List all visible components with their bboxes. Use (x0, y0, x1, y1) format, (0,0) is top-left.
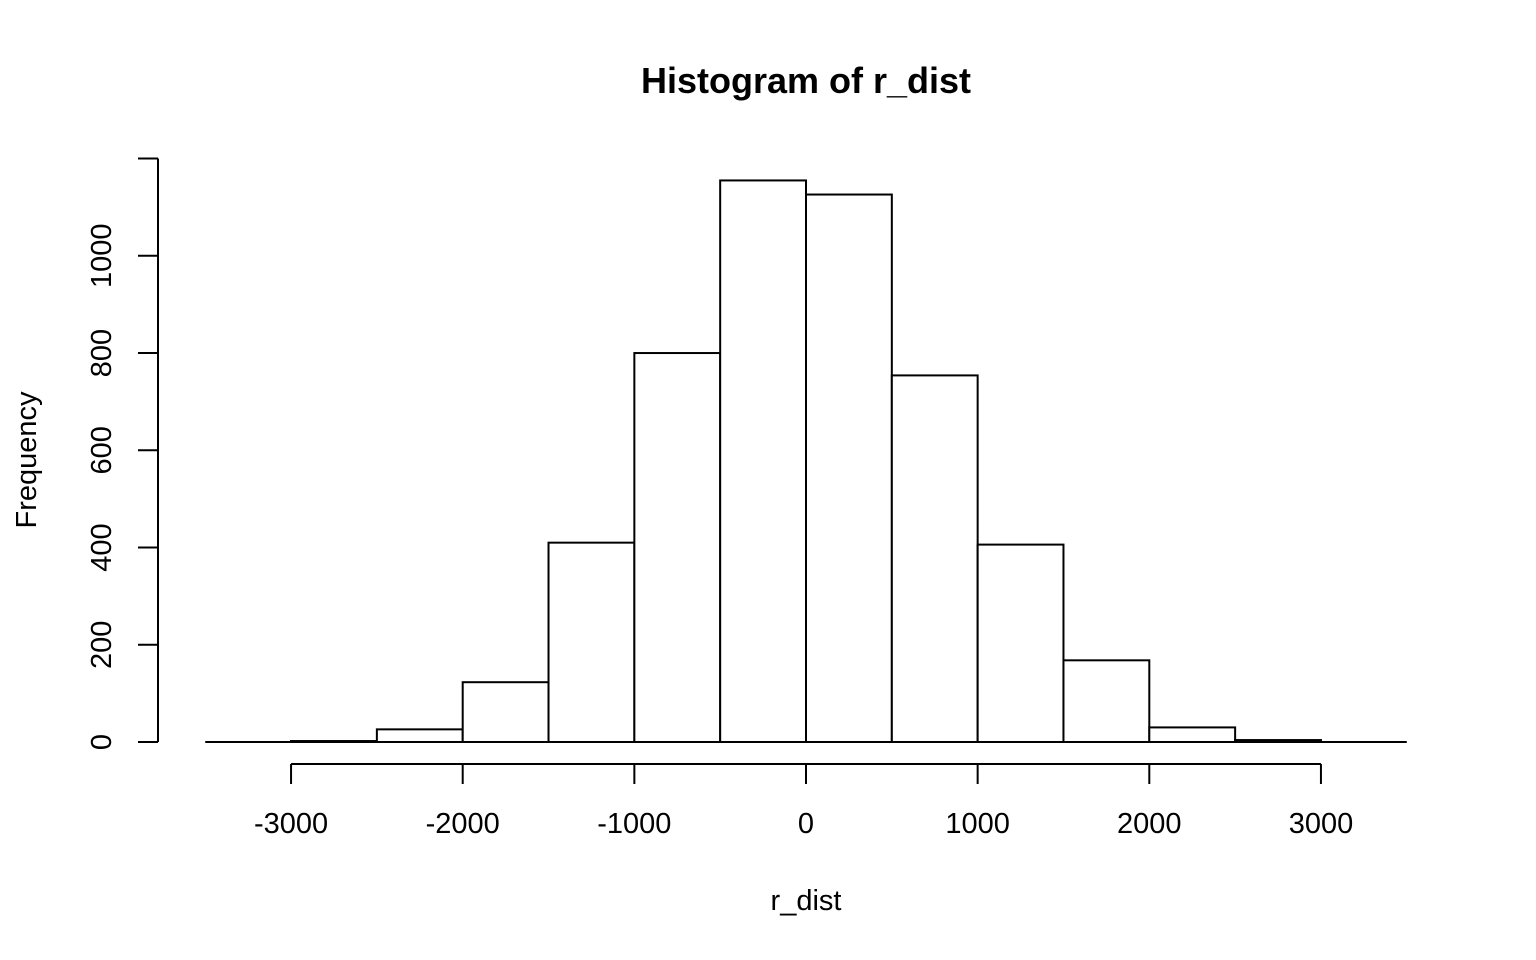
x-tick-label: -2000 (426, 808, 500, 840)
x-tick-label: 3000 (1289, 808, 1354, 840)
x-tick-label: -1000 (597, 808, 671, 840)
y-tick-label: 600 (86, 426, 118, 474)
histogram-bar (461, 681, 550, 743)
x-tick-label: -3000 (254, 808, 328, 840)
bars-group (205, 179, 1407, 744)
x-tick-label: 0 (798, 808, 814, 840)
histogram-bar (1062, 659, 1151, 744)
histogram-bar (633, 352, 722, 743)
y-tick-label: 0 (86, 734, 118, 750)
y-tick-label: 200 (86, 621, 118, 669)
chart-title: Histogram of r_dist (641, 60, 971, 101)
histogram-bar (1148, 726, 1237, 744)
y-tick-label: 1000 (86, 224, 118, 289)
x-axis-label: r_dist (771, 885, 842, 917)
y-tick-label: 800 (86, 329, 118, 377)
y-tick-label: 400 (86, 523, 118, 571)
x-axis: -3000 -2000 -1000 0 1000 2000 3000 (254, 763, 1354, 840)
x-tick-label: 1000 (945, 808, 1010, 840)
y-axis: 0 200 400 600 800 1000 (86, 157, 159, 750)
histogram-bar (890, 374, 979, 743)
histogram-bar (375, 728, 464, 744)
histogram-bar (805, 193, 893, 743)
histogram-bar (976, 543, 1065, 743)
histogram-bar (719, 179, 807, 743)
y-axis-label: Frequency (11, 391, 43, 529)
x-tick-label: 2000 (1117, 808, 1182, 840)
histogram-bar (547, 541, 636, 744)
